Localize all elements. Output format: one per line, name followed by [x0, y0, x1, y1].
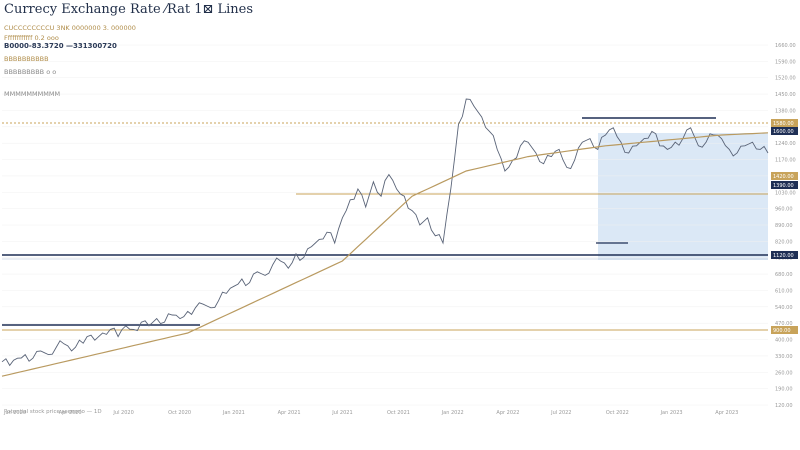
price-label-text: 900.00 [773, 328, 791, 334]
y-tick-label: 1030.00 [775, 190, 796, 196]
x-tick-label: Apr 2020 [59, 410, 82, 416]
x-tick-label: Jan 2022 [441, 410, 464, 416]
chart-footer: Potential stock price scenario — 1D [4, 409, 102, 415]
y-tick-label: 1520.00 [775, 76, 796, 82]
x-tick-label: Oct 2021 [387, 410, 410, 416]
projection-zone [598, 133, 768, 260]
price-label-box [771, 181, 798, 189]
price-label-text: 1600.00 [773, 129, 794, 135]
y-tick-label: 400.00 [775, 338, 793, 344]
price-label-box [771, 127, 798, 135]
x-tick-label: Oct 2022 [606, 410, 629, 416]
x-tick-label: Jan 2020 [3, 410, 26, 416]
x-tick-label: Jan 2023 [660, 410, 683, 416]
x-tick-label: Apr 2021 [278, 410, 301, 416]
x-tick-label: Apr 2022 [496, 410, 519, 416]
x-tick-label: Apr 2023 [715, 410, 738, 416]
y-tick-label: 1450.00 [775, 92, 796, 98]
y-tick-label: 330.00 [775, 354, 793, 360]
y-tick-label: 1660.00 [775, 43, 796, 49]
price-label-box [771, 251, 798, 259]
y-tick-label: 1240.00 [775, 141, 796, 147]
y-tick-label: 610.00 [775, 288, 793, 294]
y-tick-label: 190.00 [775, 387, 793, 393]
price-label-box [771, 326, 798, 334]
y-tick-label: 680.00 [775, 272, 793, 278]
y-tick-label: 1170.00 [775, 158, 796, 164]
info-line-3: B0000-83.3720 —331300720 [4, 42, 117, 50]
y-tick-label: 1590.00 [775, 59, 796, 65]
info-line-2: Ffffffffffff 0.2 ooo [4, 34, 59, 42]
price-label-box [771, 172, 798, 180]
price-label-text: 1120.00 [773, 253, 794, 259]
price-label-box [771, 119, 798, 127]
y-tick-label: 1380.00 [775, 108, 796, 114]
price-label-text: 1420.00 [773, 174, 794, 180]
y-tick-label: 260.00 [775, 370, 793, 376]
x-tick-label: Jan 2021 [222, 410, 245, 416]
info-line-6: MMMMMMMMMM [4, 90, 61, 98]
x-tick-label: Jul 2022 [550, 410, 571, 416]
page-title: Currecy Exchange Rate ⁄Rat 1⊠ Lines [4, 2, 254, 17]
y-tick-label: 470.00 [775, 321, 793, 327]
price-label-text: 1390.00 [773, 183, 794, 189]
y-tick-label: 540.00 [775, 305, 793, 311]
x-tick-label: Jul 2020 [112, 410, 133, 416]
y-tick-label: 120.00 [775, 403, 793, 409]
x-tick-label: Jul 2021 [331, 410, 352, 416]
x-tick-label: Oct 2020 [168, 410, 191, 416]
y-tick-label: 820.00 [775, 239, 793, 245]
info-line-4: BBBBBBBBBB [4, 55, 49, 63]
info-line-5: BBBBBBBBB o o [4, 68, 57, 76]
y-tick-label: 890.00 [775, 223, 793, 229]
moving-average-line [1, 132, 769, 377]
info-line-1: CUCCCCCCCCU 3NK 0000000 3. 000000 [4, 24, 136, 32]
price-label-text: 1580.00 [773, 121, 794, 127]
y-tick-label: 960.00 [775, 207, 793, 213]
